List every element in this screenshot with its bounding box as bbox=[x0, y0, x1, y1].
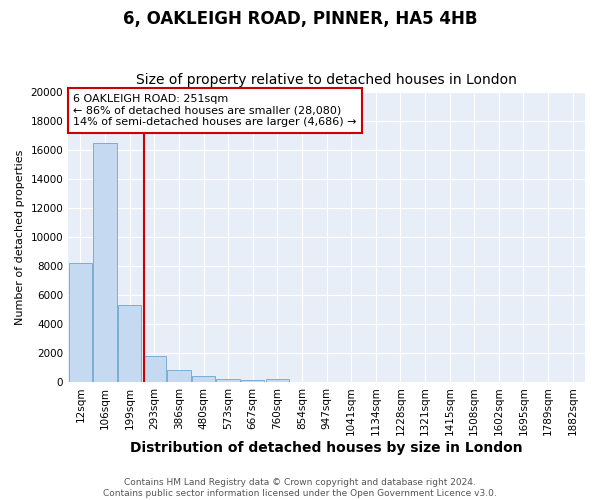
Text: 6 OAKLEIGH ROAD: 251sqm
← 86% of detached houses are smaller (28,080)
14% of sem: 6 OAKLEIGH ROAD: 251sqm ← 86% of detache… bbox=[73, 94, 357, 127]
Text: Contains HM Land Registry data © Crown copyright and database right 2024.
Contai: Contains HM Land Registry data © Crown c… bbox=[103, 478, 497, 498]
Bar bbox=[266, 379, 289, 382]
Bar bbox=[217, 379, 240, 382]
Bar bbox=[94, 143, 117, 382]
Bar bbox=[192, 376, 215, 382]
Bar bbox=[118, 305, 142, 382]
Bar bbox=[69, 263, 92, 382]
X-axis label: Distribution of detached houses by size in London: Distribution of detached houses by size … bbox=[130, 441, 523, 455]
Bar bbox=[241, 380, 265, 382]
Title: Size of property relative to detached houses in London: Size of property relative to detached ho… bbox=[136, 73, 517, 87]
Bar bbox=[167, 370, 191, 382]
Bar bbox=[143, 356, 166, 382]
Text: 6, OAKLEIGH ROAD, PINNER, HA5 4HB: 6, OAKLEIGH ROAD, PINNER, HA5 4HB bbox=[123, 10, 477, 28]
Y-axis label: Number of detached properties: Number of detached properties bbox=[15, 150, 25, 325]
